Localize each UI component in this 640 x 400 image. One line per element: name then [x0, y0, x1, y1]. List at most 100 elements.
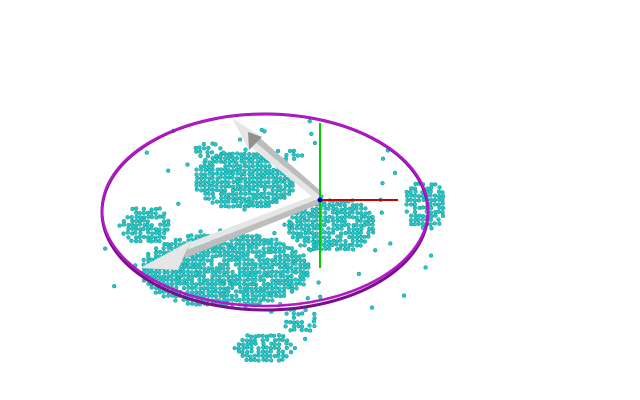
point — [233, 289, 239, 294]
point — [276, 346, 281, 351]
point — [129, 238, 134, 243]
point — [161, 214, 166, 220]
point — [244, 345, 250, 350]
point — [280, 349, 286, 354]
point — [266, 246, 271, 251]
point — [420, 217, 425, 222]
point — [265, 298, 271, 303]
point — [362, 239, 367, 244]
point — [157, 238, 162, 244]
point — [227, 281, 232, 286]
point — [392, 170, 398, 176]
point — [276, 353, 281, 358]
point — [219, 204, 224, 209]
point — [274, 262, 279, 267]
point — [227, 159, 232, 164]
point — [306, 239, 311, 244]
point — [194, 187, 200, 192]
point — [129, 222, 135, 228]
point — [362, 234, 367, 240]
point — [201, 261, 207, 267]
point — [241, 245, 246, 251]
point — [273, 242, 279, 247]
point — [270, 298, 275, 303]
point — [261, 246, 266, 251]
point — [201, 281, 206, 286]
point — [265, 285, 270, 291]
point — [327, 246, 332, 251]
point — [194, 234, 199, 239]
bounding-ellipse — [100, 112, 430, 312]
point — [284, 354, 289, 359]
point — [285, 277, 290, 283]
point — [190, 301, 195, 306]
point — [262, 195, 267, 200]
point — [408, 218, 414, 223]
point — [412, 198, 418, 203]
point — [269, 273, 274, 279]
point — [244, 357, 249, 363]
point — [243, 147, 248, 152]
point — [281, 269, 286, 274]
point — [242, 257, 247, 262]
point — [230, 188, 236, 193]
point — [241, 266, 246, 271]
point — [266, 195, 271, 201]
point — [274, 199, 279, 205]
point — [137, 210, 142, 216]
point — [299, 320, 305, 325]
point — [214, 187, 220, 193]
point — [234, 155, 240, 161]
point — [350, 231, 356, 236]
point — [205, 282, 211, 287]
point — [198, 153, 203, 159]
point — [269, 265, 275, 270]
point — [437, 194, 442, 199]
point — [254, 180, 260, 185]
point — [266, 270, 271, 275]
point — [223, 156, 228, 161]
point — [308, 248, 313, 253]
point — [201, 253, 206, 258]
point — [250, 293, 255, 298]
point — [176, 201, 181, 206]
point — [358, 230, 363, 235]
point — [307, 323, 312, 328]
point — [413, 189, 418, 194]
point — [366, 234, 371, 239]
point — [343, 239, 348, 244]
point — [338, 246, 343, 251]
point — [161, 219, 167, 224]
point — [210, 187, 215, 193]
point — [273, 273, 278, 278]
point — [214, 159, 219, 164]
point — [322, 243, 327, 248]
point — [298, 243, 303, 248]
point — [141, 257, 146, 263]
point — [326, 242, 332, 248]
point — [242, 168, 247, 173]
point — [213, 249, 219, 254]
point — [285, 253, 290, 259]
point — [130, 206, 135, 212]
principal-axes-arrows — [140, 118, 322, 270]
point — [312, 323, 317, 329]
point — [217, 253, 223, 258]
point — [269, 289, 274, 295]
point — [245, 293, 250, 298]
point — [157, 227, 162, 232]
point — [413, 213, 418, 219]
point — [404, 193, 410, 199]
point — [271, 333, 277, 338]
point — [316, 280, 321, 285]
point — [342, 210, 348, 216]
point — [272, 345, 277, 350]
point — [281, 293, 287, 298]
point — [258, 167, 264, 173]
point — [343, 230, 348, 236]
point — [211, 195, 216, 200]
point — [274, 192, 279, 197]
point — [272, 338, 278, 343]
